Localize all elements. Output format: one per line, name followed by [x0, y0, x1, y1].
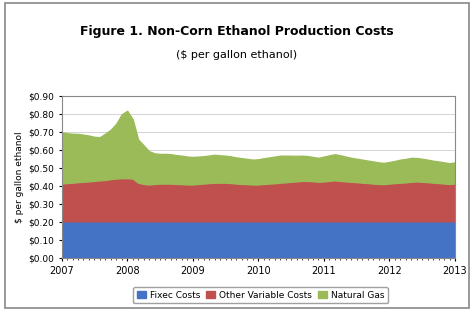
Text: ($ per gallon ethanol): ($ per gallon ethanol) [176, 50, 298, 60]
Legend: Fixec Costs, Other Variable Costs, Natural Gas: Fixec Costs, Other Variable Costs, Natur… [134, 287, 388, 303]
Y-axis label: $ per gallon ethanol: $ per gallon ethanol [15, 132, 24, 223]
Text: Figure 1. Non-Corn Ethanol Production Costs: Figure 1. Non-Corn Ethanol Production Co… [80, 25, 394, 38]
